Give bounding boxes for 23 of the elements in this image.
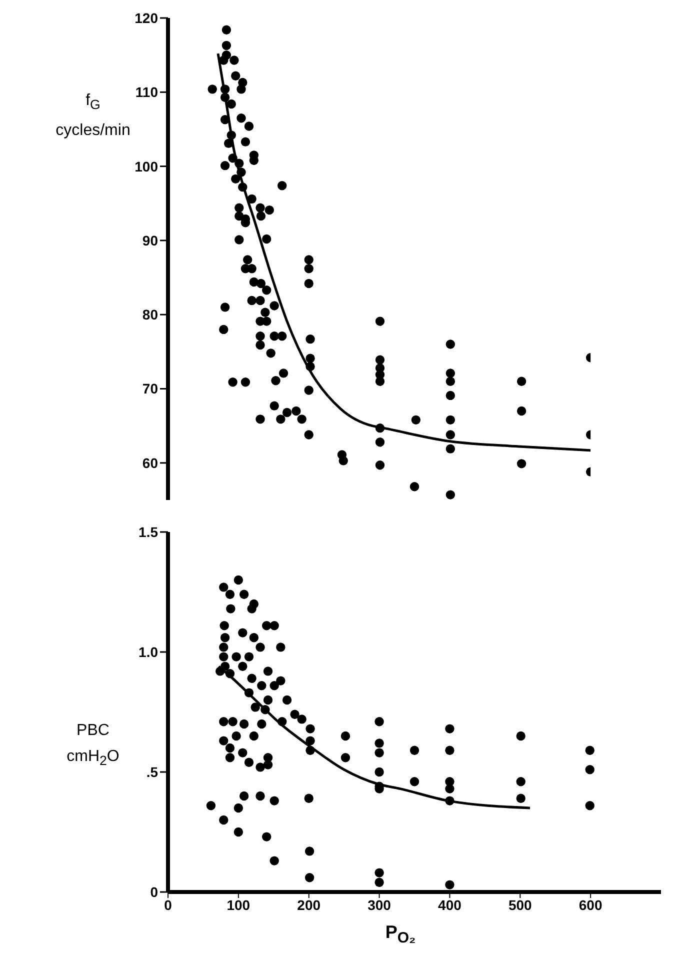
- y-tick-label: 90: [142, 232, 158, 248]
- y-tick-label: 100: [134, 158, 158, 174]
- y-tick-label: 1.5: [138, 524, 158, 540]
- x-tick-label: 0: [164, 896, 172, 913]
- y-tick-label: 0: [150, 884, 158, 900]
- line-series: [217, 665, 532, 810]
- y-tick-label: .5: [146, 764, 158, 780]
- x-tick-label: 100: [226, 896, 250, 913]
- x-axis-title: P$_{O₂}$: [385, 922, 416, 947]
- y-axis-title: PBC cmH$_{2}$O: [66, 721, 120, 770]
- x-tick-label: 200: [297, 896, 321, 913]
- line-series: [216, 52, 591, 452]
- x-tick-label: 600: [578, 896, 602, 913]
- x-tick-label: 400: [438, 896, 462, 913]
- y-tick-label: 80: [142, 306, 158, 323]
- x-tick-label: 300: [368, 896, 392, 913]
- y-tick-label: 110: [135, 84, 158, 100]
- x-tick-label: 500: [508, 896, 532, 913]
- y-tick-label: 120: [134, 10, 158, 26]
- y-axis-title: f$_{G}$ cycles/min: [54, 91, 132, 142]
- y-tick-label: 70: [142, 380, 158, 397]
- y-tick-label: 60: [142, 454, 158, 471]
- y-tick-label: 1.0: [138, 644, 158, 660]
